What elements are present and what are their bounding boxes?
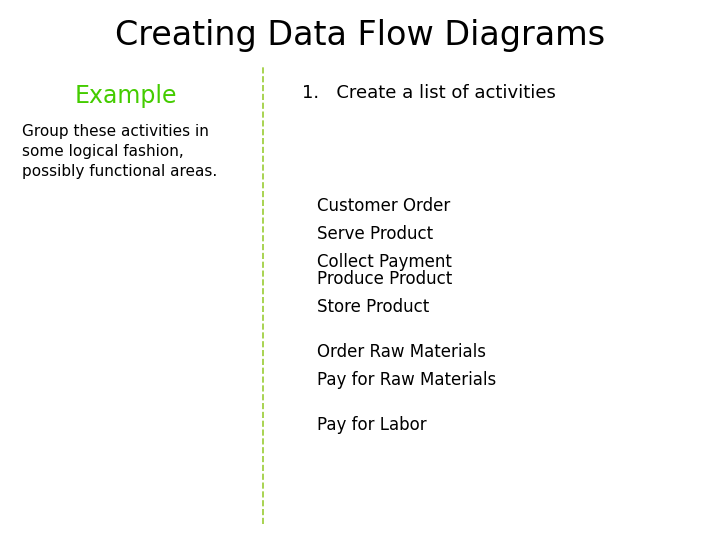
Text: Collect Payment: Collect Payment (317, 253, 451, 271)
Text: Serve Product: Serve Product (317, 225, 433, 243)
Text: Pay for Raw Materials: Pay for Raw Materials (317, 371, 496, 389)
Text: Example: Example (75, 84, 177, 107)
Text: Group these activities in
some logical fashion,
possibly functional areas.: Group these activities in some logical f… (22, 124, 217, 179)
Text: Store Product: Store Product (317, 298, 429, 316)
Text: Creating Data Flow Diagrams: Creating Data Flow Diagrams (115, 19, 605, 52)
Text: Pay for Labor: Pay for Labor (317, 416, 426, 434)
Text: Customer Order: Customer Order (317, 197, 450, 215)
Text: Order Raw Materials: Order Raw Materials (317, 343, 486, 361)
Text: Produce Product: Produce Product (317, 270, 452, 288)
Text: 1.   Create a list of activities: 1. Create a list of activities (302, 84, 557, 102)
